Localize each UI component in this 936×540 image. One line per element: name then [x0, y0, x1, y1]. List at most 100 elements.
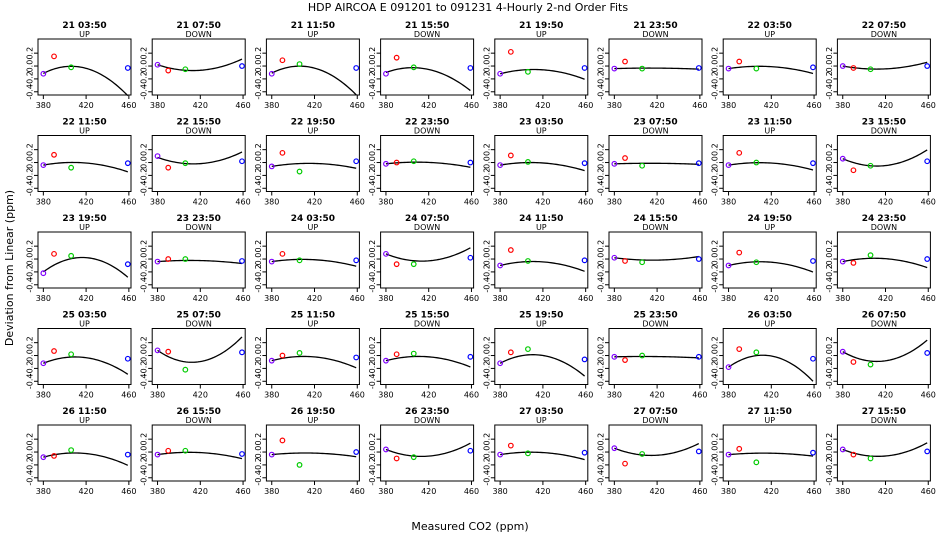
x-tick-label: 420 [878, 294, 893, 303]
data-point [839, 348, 846, 355]
y-tick-label: 0.2 [26, 433, 35, 446]
panel-title: 24 19:50 [748, 214, 792, 224]
panel-direction: UP [536, 223, 547, 232]
x-tick-label: 420 [193, 101, 208, 110]
y-tick-label: 0.0 [711, 60, 720, 73]
y-tick-label: 0.2 [597, 336, 606, 349]
x-tick-label: 460 [464, 391, 479, 400]
panel-direction: DOWN [414, 30, 440, 39]
x-axis-label: Measured CO2 (ppm) [411, 520, 528, 533]
panel-direction: UP [308, 30, 319, 39]
x-tick-label: 460 [921, 294, 936, 303]
y-tick-label: 0.0 [254, 349, 263, 362]
x-tick-label: 420 [535, 391, 550, 400]
x-tick-label: 460 [921, 101, 936, 110]
panel-frame [608, 38, 703, 96]
x-tick-label: 460 [235, 487, 250, 496]
x-tick-label: 420 [878, 391, 893, 400]
y-tick-label: -0.4 [140, 180, 149, 196]
data-point [850, 65, 857, 71]
y-tick-label: -0.4 [140, 373, 149, 389]
data-point [296, 168, 303, 175]
y-tick-label: -0.2 [711, 168, 720, 184]
panel-frame [265, 231, 360, 289]
y-tick-label: -0.4 [140, 84, 149, 100]
panel-title: 23 19:50 [62, 214, 106, 224]
y-tick-label: -0.2 [26, 361, 35, 377]
y-tick-label: -0.4 [140, 277, 149, 293]
y-tick-label: -0.2 [825, 71, 834, 87]
y-tick-label: -0.4 [482, 470, 491, 486]
data-point [296, 61, 303, 68]
y-tick-label: 0.2 [825, 143, 834, 156]
data-point [239, 158, 245, 165]
y-tick-label: -0.4 [597, 470, 606, 486]
panel-title: 23 07:50 [633, 118, 677, 128]
panel-frame [722, 135, 817, 192]
x-tick-label: 420 [193, 294, 208, 303]
y-tick-label: 0.2 [711, 336, 720, 349]
panel-title: 25 23:50 [633, 311, 677, 321]
panel-frame [265, 424, 360, 482]
fit-curve [385, 442, 471, 458]
data-point [296, 462, 303, 468]
data-point [850, 167, 857, 174]
y-tick-label: -0.2 [597, 457, 606, 473]
panel-direction: UP [79, 127, 90, 136]
y-tick-label: 0.2 [26, 47, 35, 60]
y-tick-label: -0.2 [254, 264, 263, 280]
data-point [725, 364, 732, 371]
y-tick-label: 0.0 [368, 349, 377, 362]
x-tick-label: 380 [835, 294, 850, 303]
x-tick-label: 460 [464, 294, 479, 303]
panel-frame [494, 231, 589, 289]
data-point [924, 350, 931, 356]
y-tick-label: -0.2 [597, 71, 606, 87]
data-point [51, 348, 57, 354]
y-tick-label: -0.2 [482, 264, 491, 280]
y-tick-label: -0.2 [26, 264, 35, 280]
x-tick-label: 460 [464, 101, 479, 110]
y-tick-label: -0.4 [597, 180, 606, 196]
data-point [279, 352, 286, 359]
x-tick-label: 420 [193, 198, 208, 207]
data-point [410, 158, 417, 165]
fit-curve [728, 354, 814, 382]
x-tick-label: 380 [607, 294, 622, 303]
panel-title: 25 07:50 [177, 311, 221, 321]
panel-frame [265, 328, 360, 385]
x-tick-label: 420 [193, 391, 208, 400]
y-tick-label: 0.0 [254, 60, 263, 73]
y-tick-label: 0.2 [140, 336, 149, 349]
x-tick-label: 380 [721, 101, 736, 110]
y-tick-label: 0.0 [254, 253, 263, 266]
fit-curve [500, 451, 585, 461]
data-point [165, 447, 172, 454]
data-point [810, 64, 816, 71]
panel-direction: DOWN [642, 30, 668, 39]
y-tick-label: 0.2 [368, 433, 377, 446]
x-tick-label: 380 [36, 487, 51, 496]
y-tick-label: 0.2 [597, 240, 606, 253]
data-point [182, 256, 189, 262]
data-point [124, 261, 131, 268]
y-tick-label: 0.0 [597, 156, 606, 169]
x-tick-label: 380 [264, 391, 279, 400]
y-tick-label: -0.4 [26, 373, 35, 389]
x-tick-label: 380 [378, 101, 393, 110]
x-tick-label: 420 [535, 487, 550, 496]
data-point [695, 448, 702, 455]
y-tick-label: 0.0 [26, 60, 35, 73]
panel-direction: UP [536, 320, 547, 329]
y-tick-label: 0.0 [254, 446, 263, 459]
panel-title: 21 07:50 [177, 21, 221, 31]
data-point [810, 160, 816, 167]
data-point [165, 348, 172, 355]
